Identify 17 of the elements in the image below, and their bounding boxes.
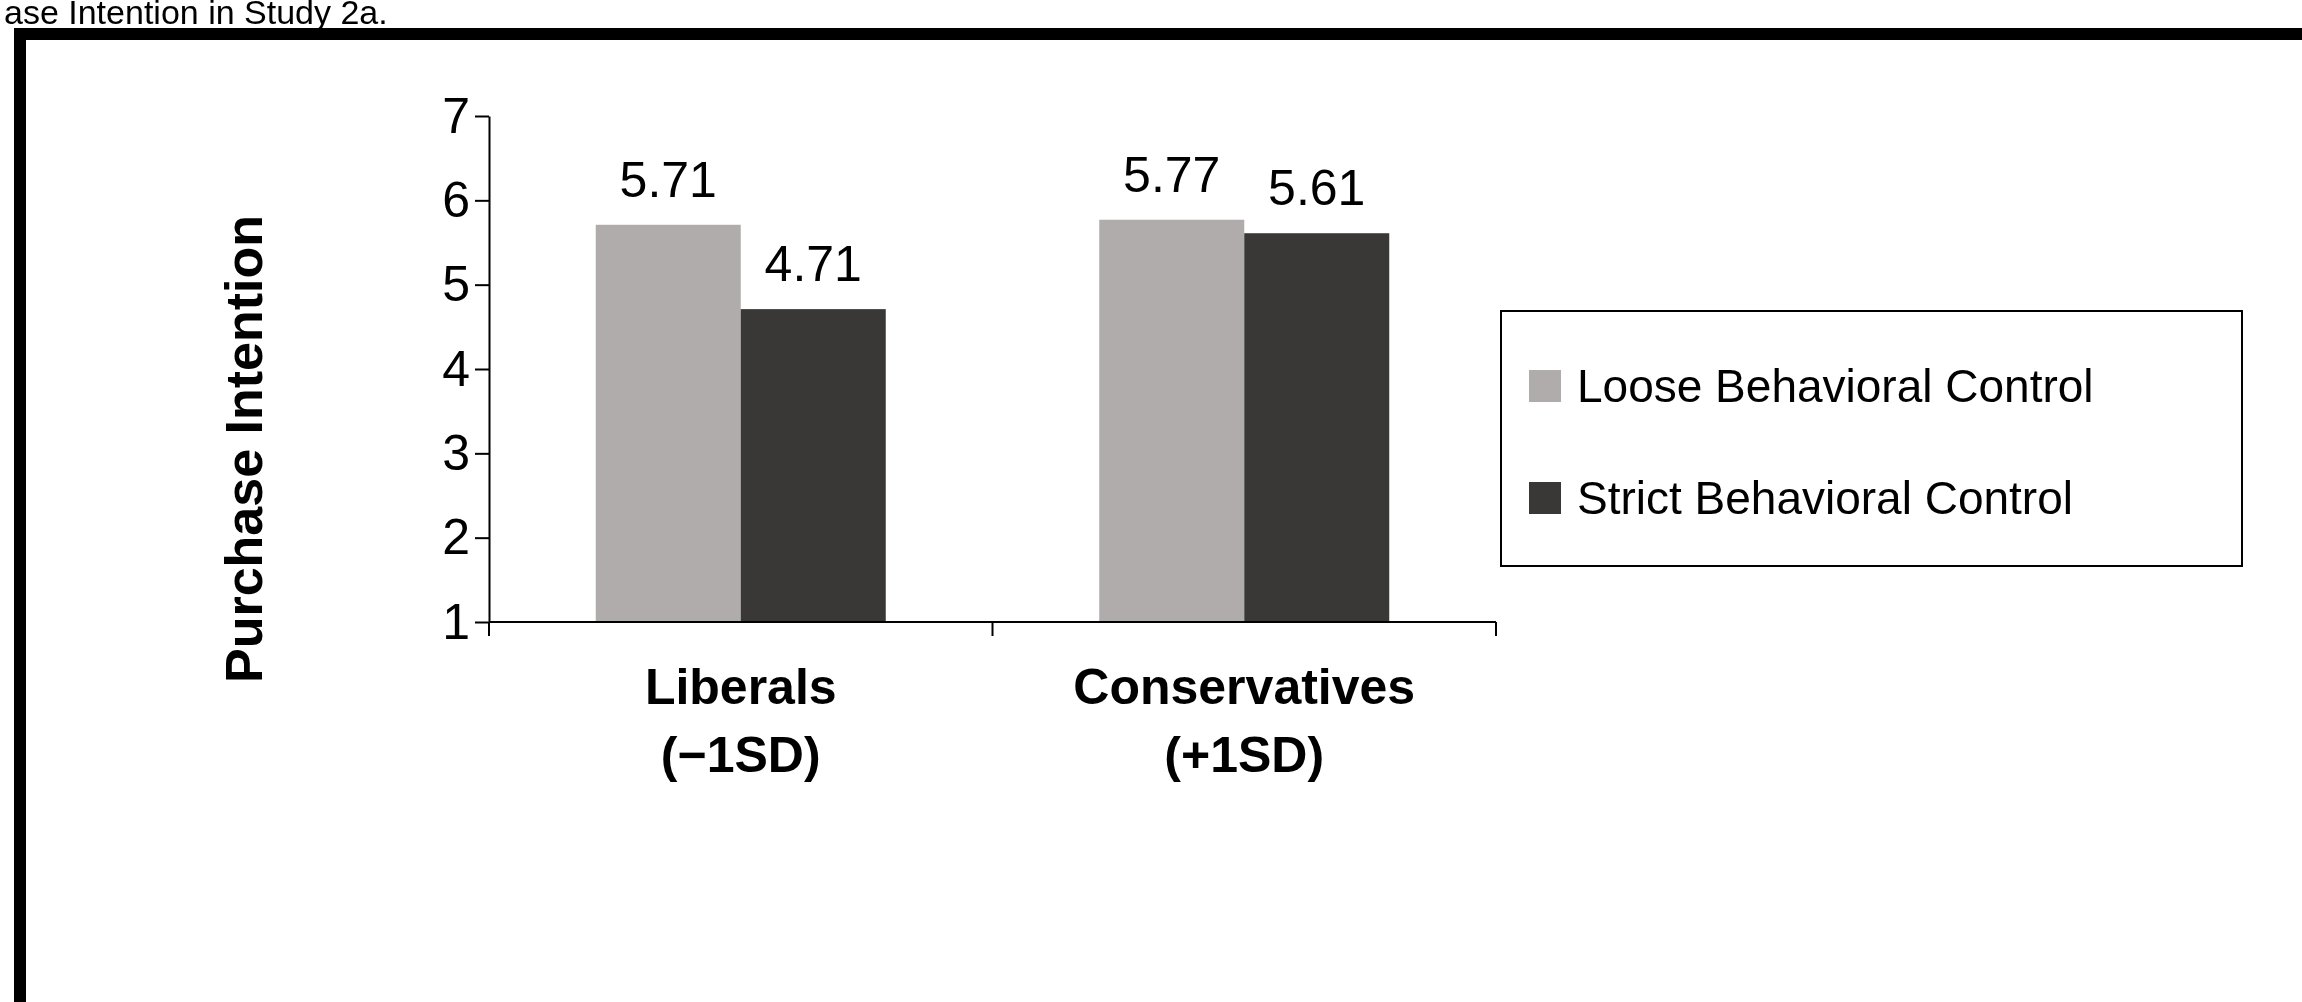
data-label: 4.71 <box>764 236 862 293</box>
legend-label: Strict Behavioral Control <box>1577 472 2073 524</box>
y-tick-label: 4 <box>442 340 470 397</box>
x-tick-label: Liberals (−1SD) <box>644 659 837 783</box>
data-label: 5.77 <box>1123 146 1221 203</box>
text: ase Intention in Study 2a. <box>4 0 388 31</box>
y-tick-label: 5 <box>442 256 470 313</box>
y-tick-label: 3 <box>442 424 470 481</box>
y-tick-label: 1 <box>442 593 470 650</box>
y-tick-label: 6 <box>442 171 470 228</box>
data-label: 5.61 <box>1268 160 1366 217</box>
y-axis-title: Purchase Intention <box>215 214 273 684</box>
x-tick-label: Conservatives (+1SD) <box>1073 659 1416 783</box>
y-tick-label: 2 <box>442 509 470 566</box>
y-tick-label: 7 <box>442 87 470 144</box>
legend-label: Loose Behavioral Control <box>1577 360 2094 412</box>
data-label: 5.71 <box>619 151 717 208</box>
